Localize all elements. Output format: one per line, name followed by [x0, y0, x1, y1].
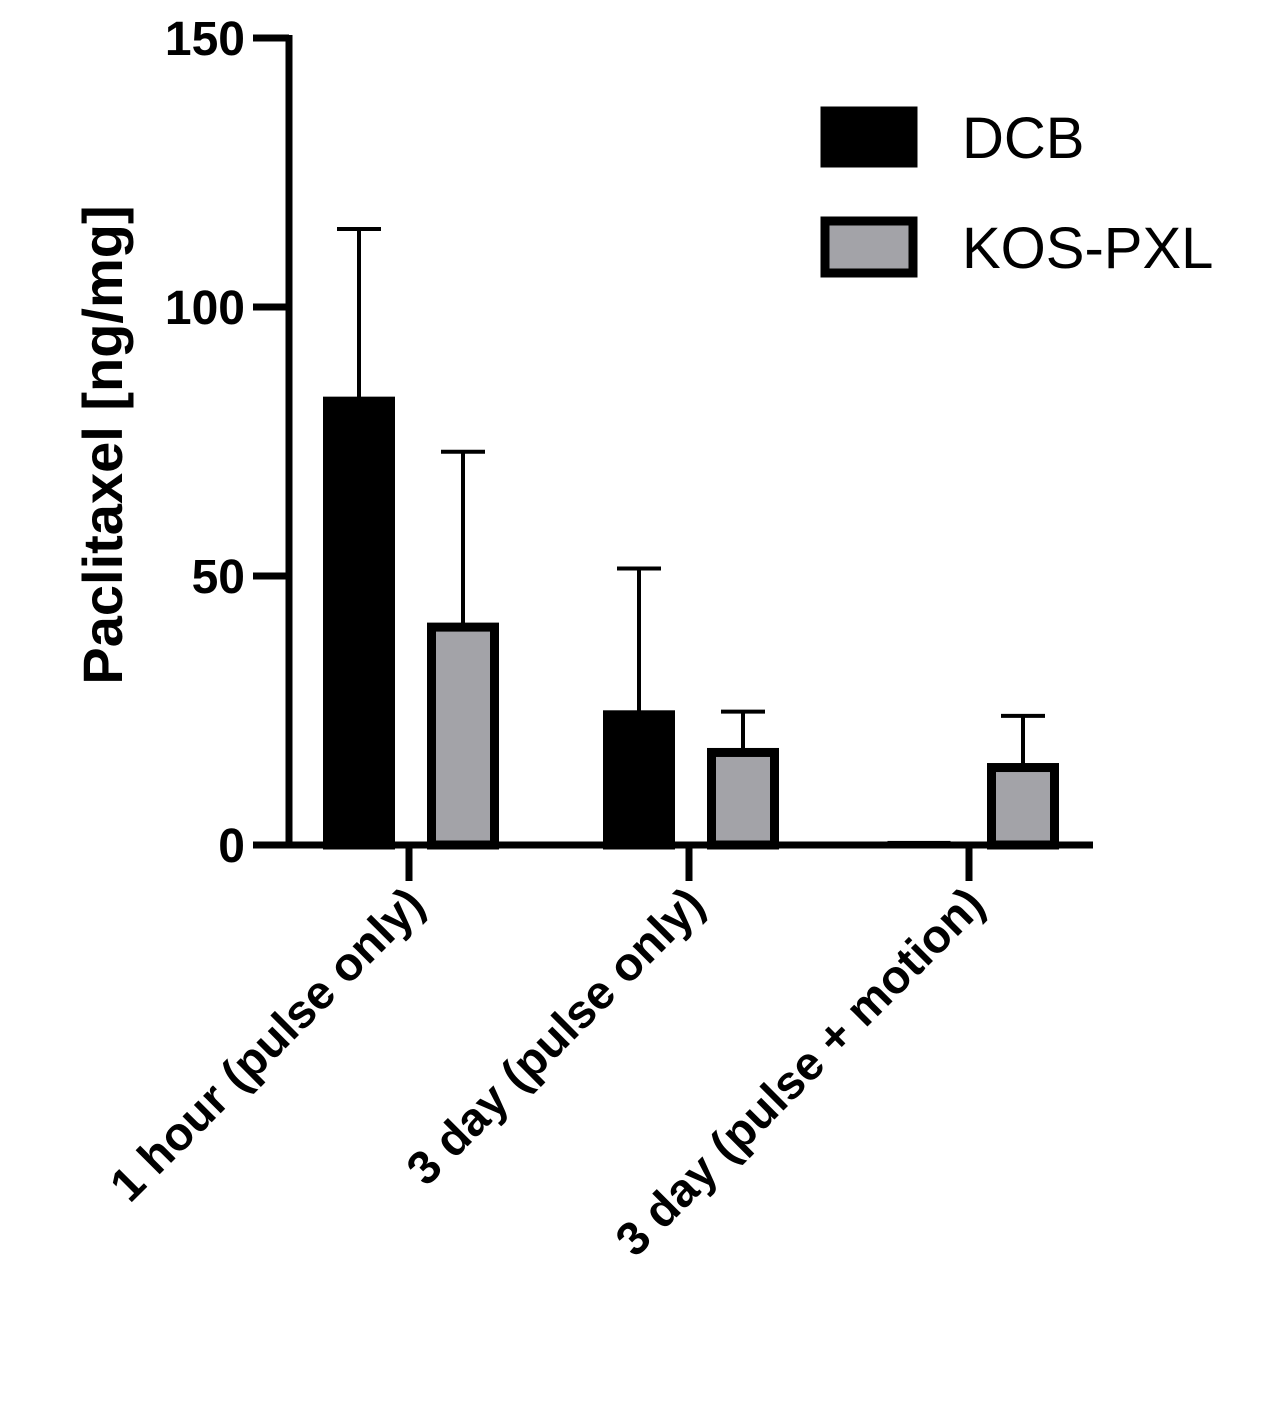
- x-category-label: 1 hour (pulse only): [99, 877, 434, 1212]
- bars: [323, 226, 1059, 850]
- legend-label-dcb: DCB: [962, 106, 1084, 171]
- y-ticks: 0 50 100 150: [165, 13, 289, 873]
- legend-label-kos-pxl: KOS-PXL: [962, 216, 1213, 281]
- bar-dcb-1: [603, 710, 675, 850]
- y-axis-title: Paclitaxel [ng/mg]: [71, 205, 134, 684]
- legend-swatch-dcb: [820, 106, 918, 168]
- bar-kos-pxl-1: [707, 747, 779, 850]
- y-tick-label: 150: [165, 13, 245, 66]
- y-tick-label: 0: [218, 820, 245, 873]
- bar-dcb-0: [323, 396, 395, 850]
- legend-swatch-kos-pxl: [820, 216, 918, 278]
- y-tick-label: 100: [165, 282, 245, 335]
- x-category-label: 3 day (pulse only): [396, 877, 714, 1195]
- bar-kos-pxl-2: [987, 763, 1059, 850]
- bar-kos-pxl-0: [427, 622, 499, 850]
- legend: DCB KOS-PXL: [820, 106, 1213, 281]
- bar-dcb-2: [887, 840, 951, 845]
- y-tick-label: 50: [192, 551, 245, 604]
- x-ticks: 1 hour (pulse only)3 day (pulse only)3 d…: [99, 845, 994, 1266]
